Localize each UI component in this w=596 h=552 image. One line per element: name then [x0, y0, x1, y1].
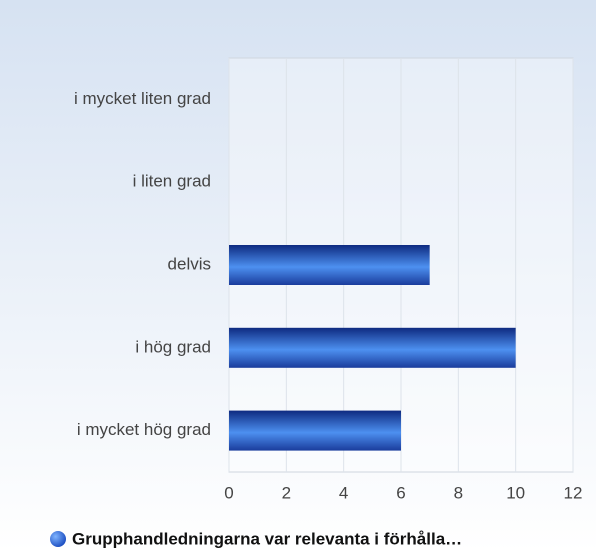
- y-tick-label: i hög grad: [135, 337, 211, 356]
- y-tick-label: i mycket hög grad: [77, 420, 211, 439]
- x-tick-label: 8: [454, 483, 463, 502]
- x-tick-label: 0: [224, 483, 233, 502]
- x-tick-label: 10: [506, 483, 525, 502]
- bar: [229, 245, 430, 285]
- x-tick-label: 6: [396, 483, 405, 502]
- bar: [229, 410, 401, 451]
- y-tick-label: i liten grad: [133, 172, 211, 191]
- y-tick-label: i mycket liten grad: [74, 89, 211, 108]
- x-tick-label: 4: [339, 483, 348, 502]
- bar: [229, 327, 516, 368]
- legend-swatch: [50, 531, 66, 547]
- y-tick-label: delvis: [168, 254, 211, 273]
- legend-label: Grupphandledningarna var relevanta i för…: [72, 529, 462, 548]
- x-tick-label: 2: [282, 483, 291, 502]
- x-tick-label: 12: [564, 483, 583, 502]
